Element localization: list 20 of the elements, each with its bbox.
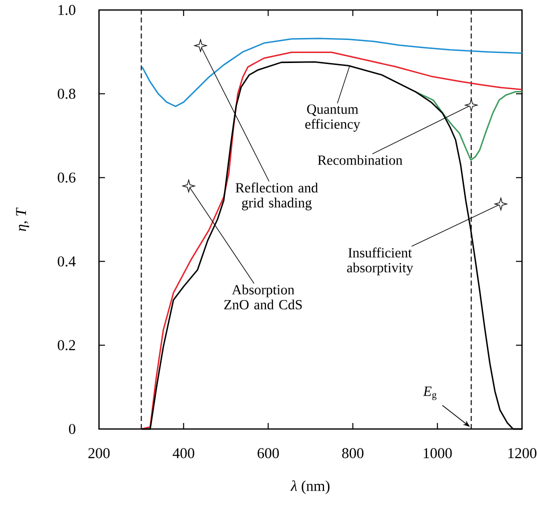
x-tick-label: 1200 [508,448,536,458]
y-tick-label: 0.6 [58,172,76,183]
y-tick-label: 1.0 [58,4,76,16]
y-axis-title: η, T [16,207,30,232]
ref-line-label: E$_{g}$ [423,386,436,400]
y-tick-label: 0 [68,424,76,434]
x-tick-label: 200 [88,448,110,458]
x-tick-label: 1000 [424,448,452,458]
x-axis-title: λ (nm) [290,480,330,494]
y-tick-label: 0.8 [58,88,76,99]
annotation: Absorption ZnO and CdS [224,284,302,310]
y-tick-label: 0.4 [58,256,76,266]
y-tick-label: 0.2 [58,340,76,350]
annotation: Insufficient absorptivity [347,248,414,276]
annotation: Recombination [318,155,402,165]
annotation: Reflection and grid shading [236,182,318,210]
x-tick-label: 800 [342,448,364,458]
x-tick-label: 600 [258,448,279,458]
x-tick-label: 400 [172,448,194,458]
annotation: Quantum efficiency [305,104,360,132]
